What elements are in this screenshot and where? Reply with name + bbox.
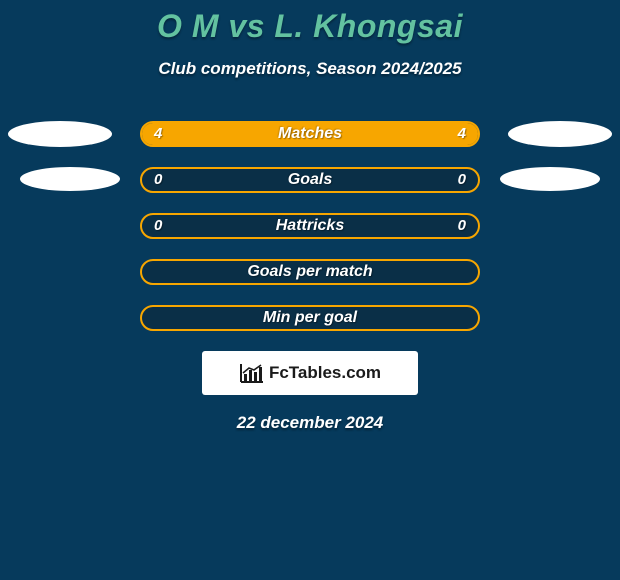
stat-pill: Goals per match <box>140 259 480 285</box>
stat-label: Min per goal <box>142 307 478 329</box>
stat-pill: 00Hattricks <box>140 213 480 239</box>
source-badge-text: FcTables.com <box>269 363 381 383</box>
date-text: 22 december 2024 <box>0 413 620 433</box>
stat-label: Goals <box>142 169 478 191</box>
player-ellipse <box>500 167 600 191</box>
player-ellipse <box>8 121 112 147</box>
stat-pill: 44Matches <box>140 121 480 147</box>
page-title: O M vs L. Khongsai <box>0 0 620 45</box>
stat-label: Matches <box>142 123 478 145</box>
stat-label: Goals per match <box>142 261 478 283</box>
stat-row: 44Matches <box>0 121 620 147</box>
stat-pill: 00Goals <box>140 167 480 193</box>
stat-rows: 44Matches 00Goals 00Hattricks Goals per mat… <box>0 121 620 331</box>
stat-row: Goals per match <box>0 259 620 285</box>
stat-row: 00Goals <box>0 167 620 193</box>
subtitle: Club competitions, Season 2024/2025 <box>0 59 620 79</box>
stat-pill: Min per goal <box>140 305 480 331</box>
chart-icon <box>239 362 265 384</box>
player-ellipse <box>508 121 612 147</box>
stat-row: Min per goal <box>0 305 620 331</box>
player-ellipse <box>20 167 120 191</box>
source-badge: FcTables.com <box>202 351 418 395</box>
stat-label: Hattricks <box>142 215 478 237</box>
stat-row: 00Hattricks <box>0 213 620 239</box>
